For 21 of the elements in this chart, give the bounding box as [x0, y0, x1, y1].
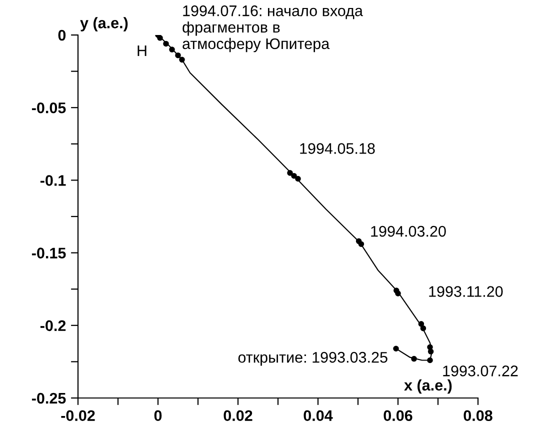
x-tick-label: 0.04	[304, 410, 333, 422]
annotation: 1994.03.20	[371, 226, 446, 237]
y-tick-label: -0.15	[32, 248, 66, 258]
annotation: 1994.05.18	[300, 143, 375, 154]
x-tick-label: 0.08	[464, 410, 492, 422]
annotation: 1993.07.22	[443, 366, 518, 376]
x-axis-title: x (а.е.)	[404, 379, 452, 394]
x-tick-label: -0.02	[61, 410, 95, 422]
annotation: 1993.11.20	[429, 286, 503, 297]
y-axis-title: y (а.е.)	[80, 17, 128, 32]
x-tick-label: 0	[154, 410, 162, 422]
y-tick-label: -0.1	[40, 175, 66, 186]
annotation: открытие: 1993.03.25	[238, 352, 388, 366]
x-tick-label: 0.06	[384, 410, 412, 422]
y-tick-label: -0.25	[32, 392, 66, 404]
x-tick-label: 0.02	[224, 410, 252, 422]
annotation: H	[138, 45, 146, 56]
annotation: 1994.07.16: начало входа фрагментов в атмосферу Юпитера	[182, 5, 363, 52]
y-tick-label: -0.05	[32, 102, 66, 114]
y-tick-label: 0	[58, 30, 66, 41]
y-tick-label: -0.2	[40, 320, 66, 332]
